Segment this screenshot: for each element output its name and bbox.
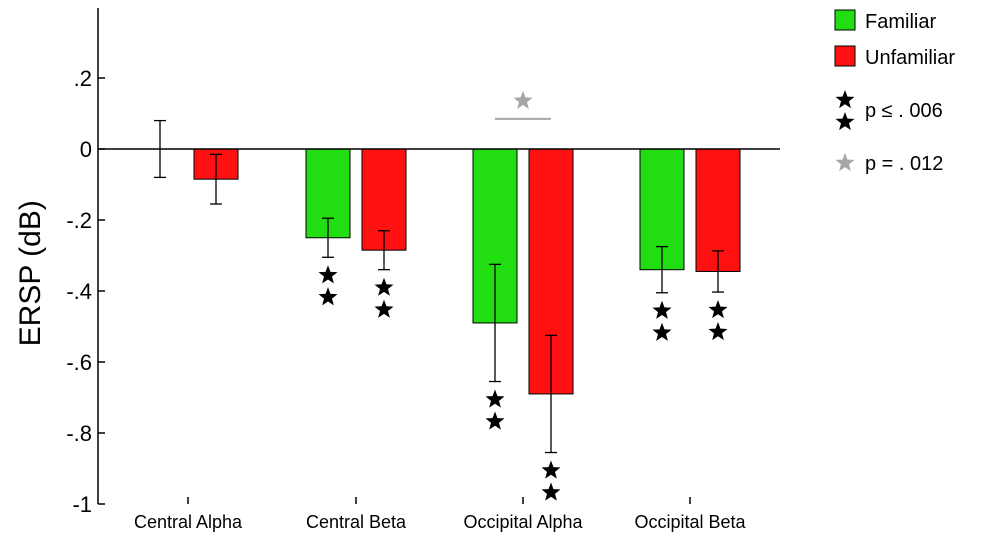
significance-star-icon — [485, 411, 505, 430]
legend-label: p = . 012 — [865, 153, 943, 175]
significance-star-icon — [708, 322, 728, 341]
legend-label: p ≤ . 006 — [865, 100, 943, 122]
legend-star-icon — [835, 90, 855, 109]
legend-swatch-unfamiliar — [834, 45, 856, 67]
y-tick-label: -1 — [72, 492, 92, 517]
x-tick-label: Occipital Beta — [634, 512, 746, 532]
comparison-star-icon — [513, 90, 533, 109]
significance-star-icon — [541, 482, 561, 501]
significance-star-icon — [652, 300, 672, 319]
x-tick-label: Central Beta — [306, 512, 407, 532]
significance-star-icon — [374, 299, 394, 318]
significance-star-icon — [374, 277, 394, 296]
x-tick-label: Central Alpha — [134, 512, 243, 532]
legend: Familiar Unfamiliar p ≤ . 006 p = . 012 — [834, 9, 955, 175]
y-tick-label: 0 — [80, 137, 92, 162]
x-tick-label: Occipital Alpha — [463, 512, 583, 532]
legend-swatch-familiar — [834, 9, 856, 31]
significance-star-icon — [652, 322, 672, 341]
legend-gray-star-icon — [835, 153, 855, 172]
significance-star-icon — [541, 460, 561, 479]
y-tick-label: -.6 — [66, 350, 92, 375]
y-tick-label: -.4 — [66, 279, 92, 304]
y-tick-label: .2 — [74, 66, 92, 91]
legend-label: Familiar — [865, 11, 936, 33]
y-tick-label: -.2 — [66, 208, 92, 233]
legend-label: Unfamiliar — [865, 47, 955, 69]
significance-star-icon — [485, 389, 505, 408]
significance-star-icon — [318, 287, 338, 306]
y-axis-label: ERSP (dB) — [14, 200, 47, 346]
y-tick-label: -.8 — [66, 421, 92, 446]
significance-star-icon — [708, 300, 728, 319]
significance-star-icon — [318, 265, 338, 284]
legend-star-icon — [835, 112, 855, 131]
